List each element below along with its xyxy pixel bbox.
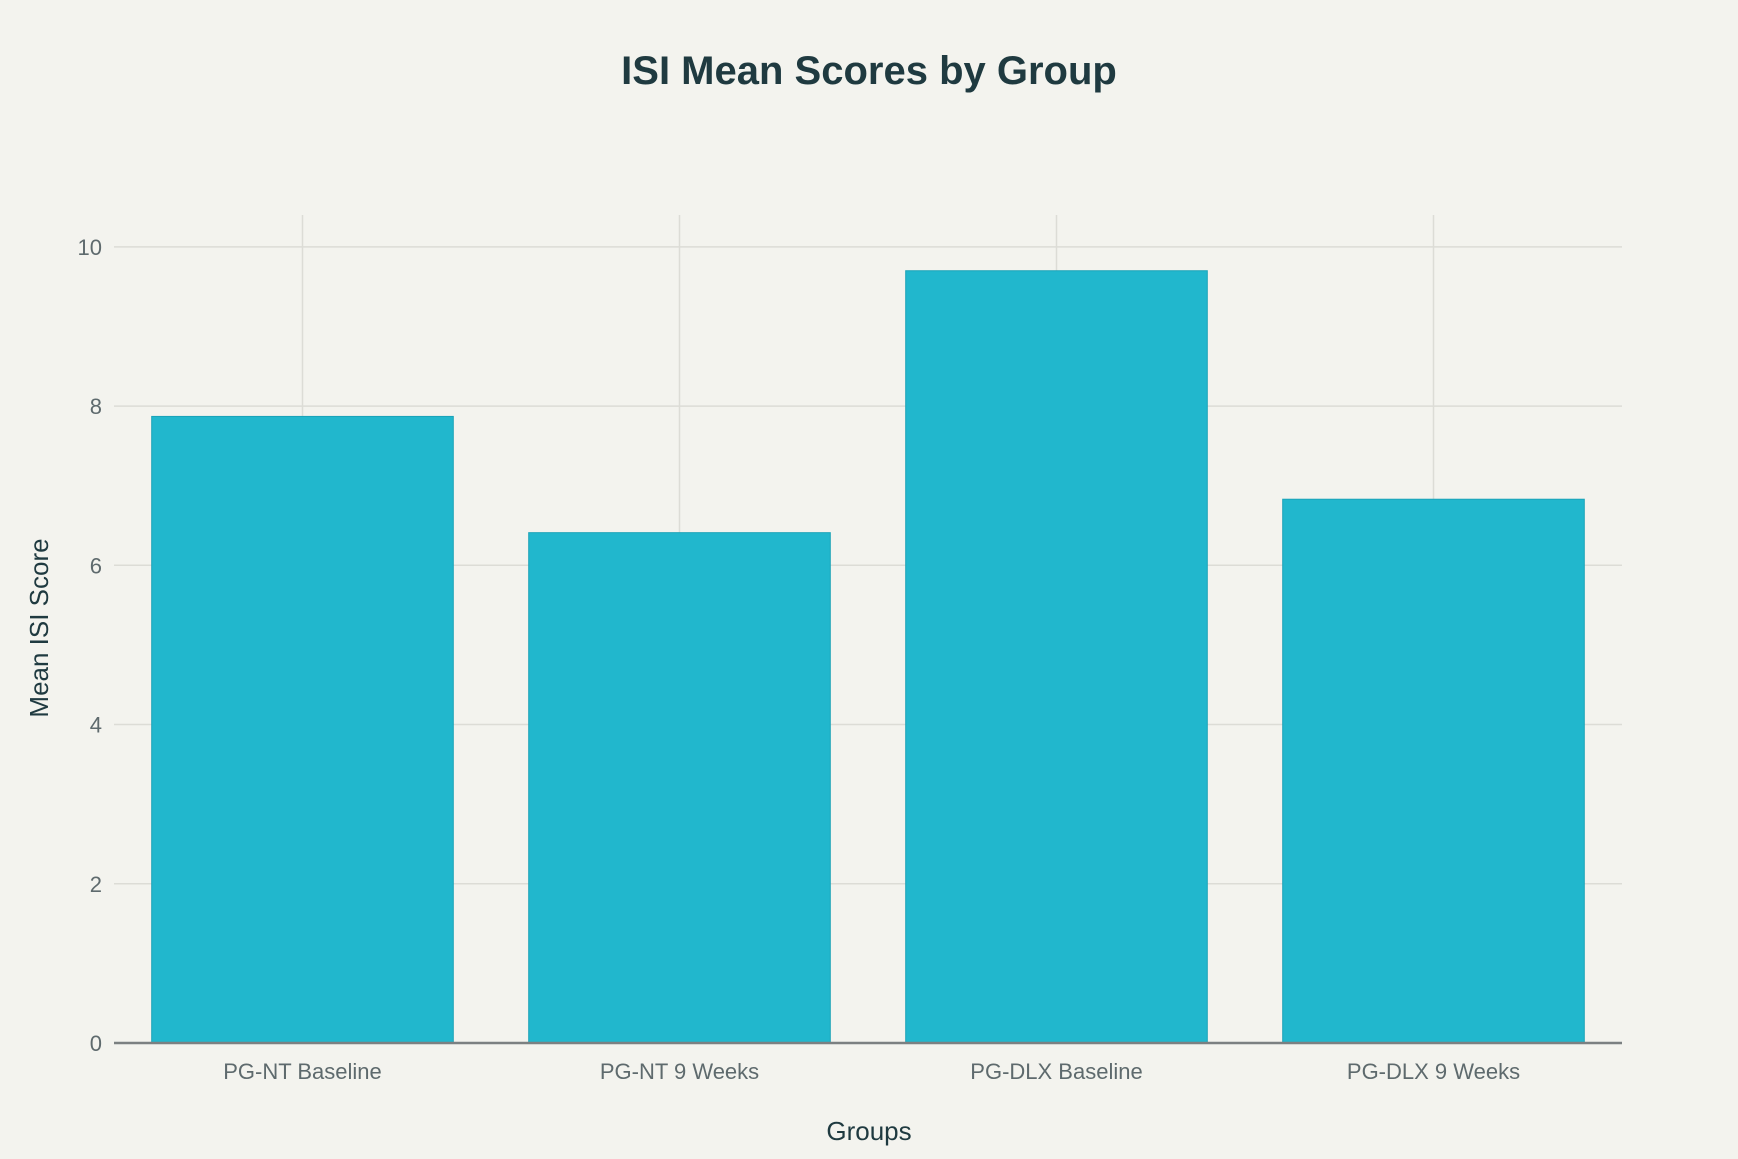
x-tick-label: PG-DLX 9 Weeks [1347, 1059, 1520, 1084]
y-axis-title: Mean ISI Score [24, 538, 54, 717]
bar-pg-nt-baseline[interactable] [151, 415, 454, 1044]
chart-title: ISI Mean Scores by Group [621, 49, 1117, 93]
bar-pg-dlx-baseline[interactable] [905, 270, 1208, 1044]
x-tick-label: PG-DLX Baseline [970, 1059, 1142, 1084]
y-tick-label: 2 [90, 872, 102, 897]
bars [151, 270, 1585, 1044]
x-tick-label: PG-NT Baseline [223, 1059, 382, 1084]
y-tick-label: 6 [90, 553, 102, 578]
bar-pg-dlx-9-weeks[interactable] [1282, 498, 1585, 1044]
x-axis-title: Groups [826, 1116, 911, 1146]
y-tick-label: 0 [90, 1031, 102, 1056]
x-axis-ticks: PG-NT Baseline PG-NT 9 Weeks PG-DLX Baseli… [223, 1059, 1520, 1084]
y-axis-ticks: 0 2 4 6 8 10 [78, 235, 102, 1056]
y-tick-label: 10 [78, 235, 102, 260]
y-tick-label: 4 [90, 713, 102, 738]
bar-pg-nt-9-weeks[interactable] [528, 532, 831, 1044]
x-tick-label: PG-NT 9 Weeks [600, 1059, 759, 1084]
y-tick-label: 8 [90, 394, 102, 419]
